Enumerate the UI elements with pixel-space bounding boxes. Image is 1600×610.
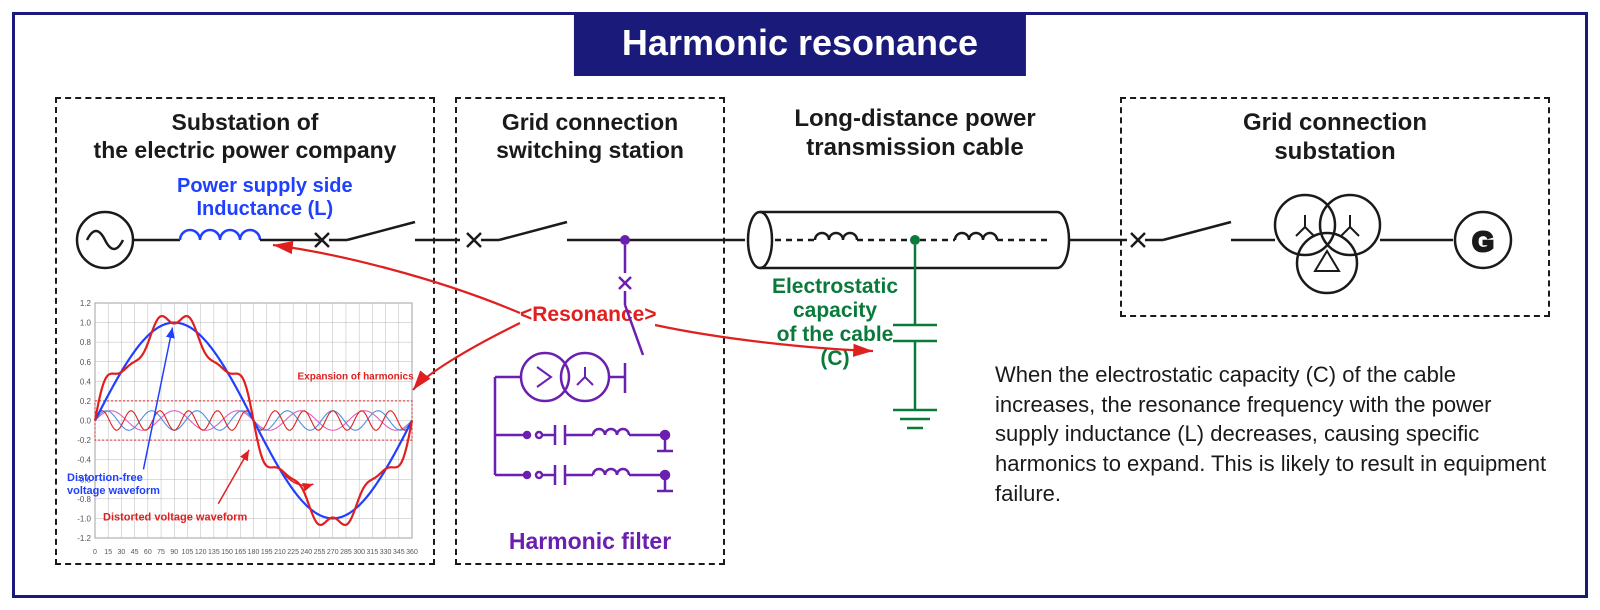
svg-text:345: 345 xyxy=(393,549,405,556)
svg-text:voltage waveform: voltage waveform xyxy=(67,485,160,497)
svg-text:240: 240 xyxy=(300,549,312,556)
svg-text:270: 270 xyxy=(327,549,339,556)
svg-text:195: 195 xyxy=(261,549,273,556)
svg-text:300: 300 xyxy=(353,549,365,556)
svg-text:180: 180 xyxy=(248,549,260,556)
svg-text:Distortion-free: Distortion-free xyxy=(67,472,143,484)
svg-text:0.2: 0.2 xyxy=(80,397,92,406)
svg-text:75: 75 xyxy=(157,549,165,556)
svg-text:165: 165 xyxy=(234,549,246,556)
svg-text:315: 315 xyxy=(367,549,379,556)
svg-text:60: 60 xyxy=(144,549,152,556)
svg-text:120: 120 xyxy=(195,549,207,556)
svg-text:0.4: 0.4 xyxy=(80,377,92,386)
svg-text:135: 135 xyxy=(208,549,220,556)
svg-text:1.0: 1.0 xyxy=(80,319,92,328)
svg-text:-0.4: -0.4 xyxy=(77,456,91,465)
svg-text:255: 255 xyxy=(314,549,326,556)
svg-text:G: G xyxy=(1472,226,1494,257)
svg-text:90: 90 xyxy=(170,549,178,556)
svg-text:1.2: 1.2 xyxy=(80,299,92,308)
svg-text:360: 360 xyxy=(406,549,418,556)
svg-text:330: 330 xyxy=(380,549,392,556)
svg-text:105: 105 xyxy=(182,549,194,556)
waveform-chart: 0 15 30 45 60 75 90 105120135150165180195210225… xyxy=(65,295,420,560)
svg-text:210: 210 xyxy=(274,549,286,556)
svg-text:0.6: 0.6 xyxy=(80,358,92,367)
svg-text:30: 30 xyxy=(118,549,126,556)
svg-text:-1.0: -1.0 xyxy=(77,514,91,523)
svg-text:225: 225 xyxy=(287,549,299,556)
svg-text:150: 150 xyxy=(221,549,233,556)
svg-text:0.8: 0.8 xyxy=(80,338,92,347)
svg-text:285: 285 xyxy=(340,549,352,556)
svg-text:Expansion of harmonics: Expansion of harmonics xyxy=(298,371,415,382)
svg-text:15: 15 xyxy=(104,549,112,556)
svg-text:0.0: 0.0 xyxy=(80,417,92,426)
svg-text:0: 0 xyxy=(93,549,97,556)
svg-text:Distorted voltage waveform: Distorted voltage waveform xyxy=(103,511,247,523)
svg-text:-0.2: -0.2 xyxy=(77,436,91,445)
svg-text:45: 45 xyxy=(131,549,139,556)
svg-text:-1.2: -1.2 xyxy=(77,534,91,543)
